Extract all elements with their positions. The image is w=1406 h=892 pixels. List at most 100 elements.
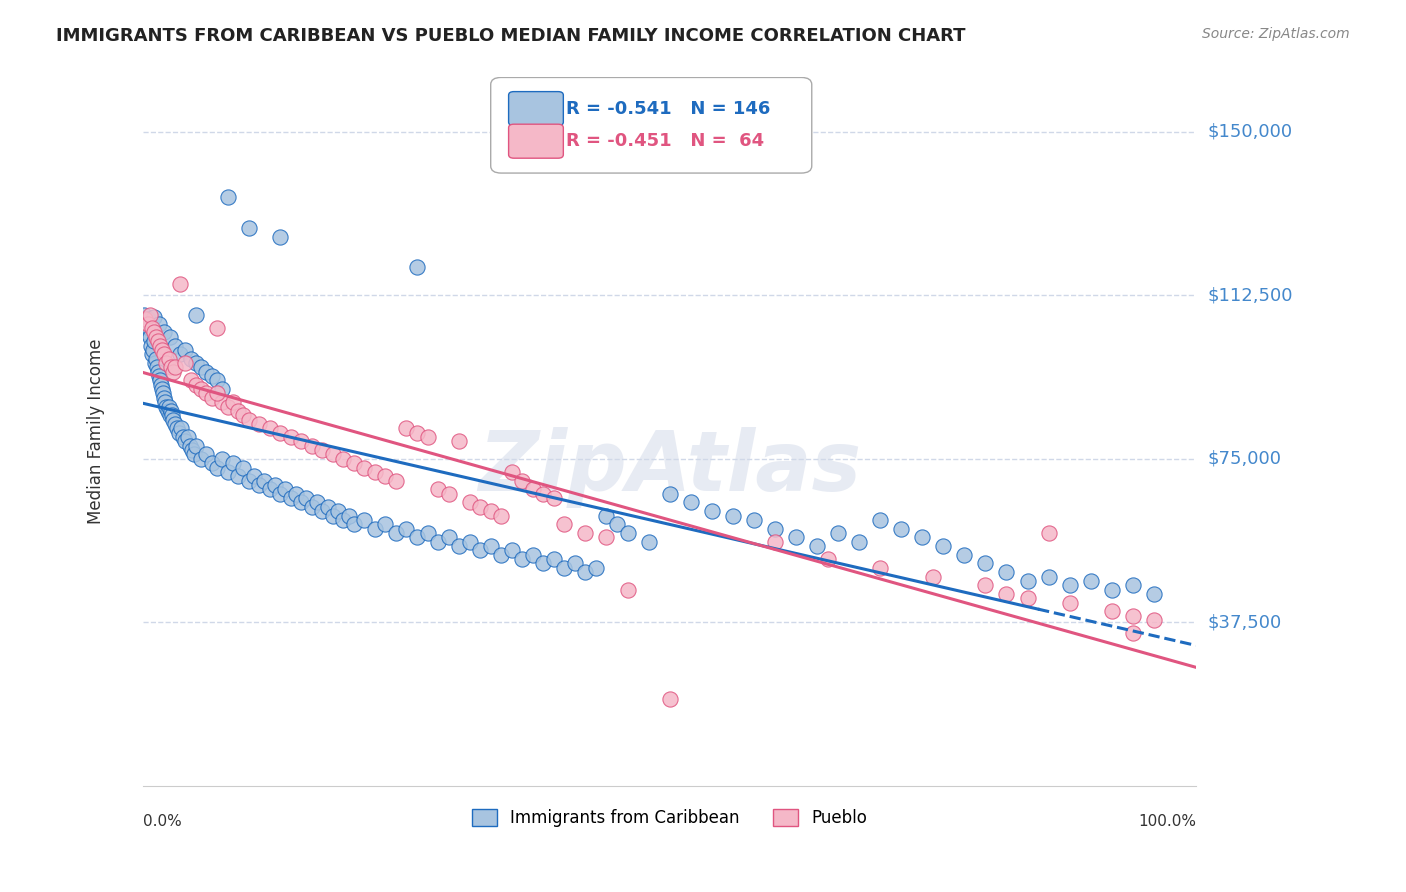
Point: [332, 513, 354, 527]
Point: [226, 469, 249, 483]
Point: [470, 500, 492, 514]
Text: R = -0.541   N = 146: R = -0.541 N = 146: [567, 100, 770, 118]
Point: [522, 483, 544, 497]
Point: [183, 448, 205, 462]
Point: [1101, 604, 1123, 618]
Point: [437, 530, 460, 544]
Point: [385, 525, 408, 540]
Point: [134, 312, 156, 326]
Point: [458, 534, 481, 549]
Point: [553, 517, 575, 532]
Point: [616, 525, 638, 540]
Point: [170, 421, 193, 435]
Point: [211, 451, 233, 466]
Point: [162, 412, 184, 426]
Point: [763, 522, 786, 536]
Point: [531, 557, 554, 571]
Point: [1143, 587, 1166, 601]
Point: [148, 369, 170, 384]
Point: [259, 421, 281, 435]
Point: [658, 487, 681, 501]
Point: [343, 456, 366, 470]
Point: [827, 525, 849, 540]
Point: [163, 417, 186, 431]
Point: [921, 569, 943, 583]
Point: [449, 434, 471, 449]
Point: [269, 487, 291, 501]
Point: [247, 417, 270, 431]
Point: [155, 395, 177, 409]
Point: [316, 500, 339, 514]
Point: [406, 260, 429, 274]
Point: [742, 513, 765, 527]
Point: [148, 317, 170, 331]
Point: [153, 347, 176, 361]
Point: [201, 369, 224, 384]
Point: [167, 425, 190, 440]
Point: [364, 465, 387, 479]
Point: [679, 495, 702, 509]
Point: [1122, 608, 1144, 623]
Point: [136, 317, 159, 331]
Point: [489, 548, 512, 562]
Point: [253, 474, 276, 488]
Point: [184, 439, 207, 453]
Point: [595, 530, 617, 544]
FancyBboxPatch shape: [509, 124, 564, 158]
Point: [269, 229, 291, 244]
Point: [290, 495, 312, 509]
Point: [406, 530, 429, 544]
Point: [1059, 596, 1081, 610]
Point: [184, 377, 207, 392]
Legend: Immigrants from Caribbean, Pueblo: Immigrants from Caribbean, Pueblo: [465, 803, 875, 834]
Point: [869, 561, 891, 575]
Point: [1059, 578, 1081, 592]
Point: [311, 443, 333, 458]
Point: [280, 430, 302, 444]
Point: [806, 539, 828, 553]
Point: [364, 522, 387, 536]
Point: [150, 343, 173, 357]
Point: [160, 409, 183, 423]
Point: [479, 504, 502, 518]
Point: [543, 552, 565, 566]
Point: [522, 548, 544, 562]
Point: [141, 321, 163, 335]
Point: [301, 500, 323, 514]
Point: [163, 360, 186, 375]
Text: $150,000: $150,000: [1208, 123, 1292, 141]
Point: [142, 343, 165, 357]
Point: [501, 465, 523, 479]
Point: [205, 321, 228, 335]
Point: [211, 395, 233, 409]
Point: [616, 582, 638, 597]
Point: [190, 451, 212, 466]
Point: [149, 373, 172, 387]
Point: [637, 534, 659, 549]
Point: [159, 404, 181, 418]
Point: [176, 430, 198, 444]
FancyBboxPatch shape: [509, 92, 564, 126]
Text: Source: ZipAtlas.com: Source: ZipAtlas.com: [1202, 27, 1350, 41]
Point: [222, 395, 245, 409]
Point: [232, 460, 254, 475]
Point: [574, 525, 596, 540]
Point: [159, 360, 181, 375]
Point: [1038, 569, 1060, 583]
FancyBboxPatch shape: [491, 78, 811, 173]
Point: [531, 487, 554, 501]
Point: [138, 321, 160, 335]
Point: [427, 483, 450, 497]
Point: [180, 443, 202, 458]
Point: [595, 508, 617, 523]
Point: [180, 351, 202, 366]
Point: [238, 474, 260, 488]
Point: [222, 456, 245, 470]
Point: [932, 539, 955, 553]
Point: [205, 460, 228, 475]
Point: [437, 487, 460, 501]
Point: [217, 465, 239, 479]
Point: [190, 382, 212, 396]
Point: [155, 356, 177, 370]
Point: [326, 504, 349, 518]
